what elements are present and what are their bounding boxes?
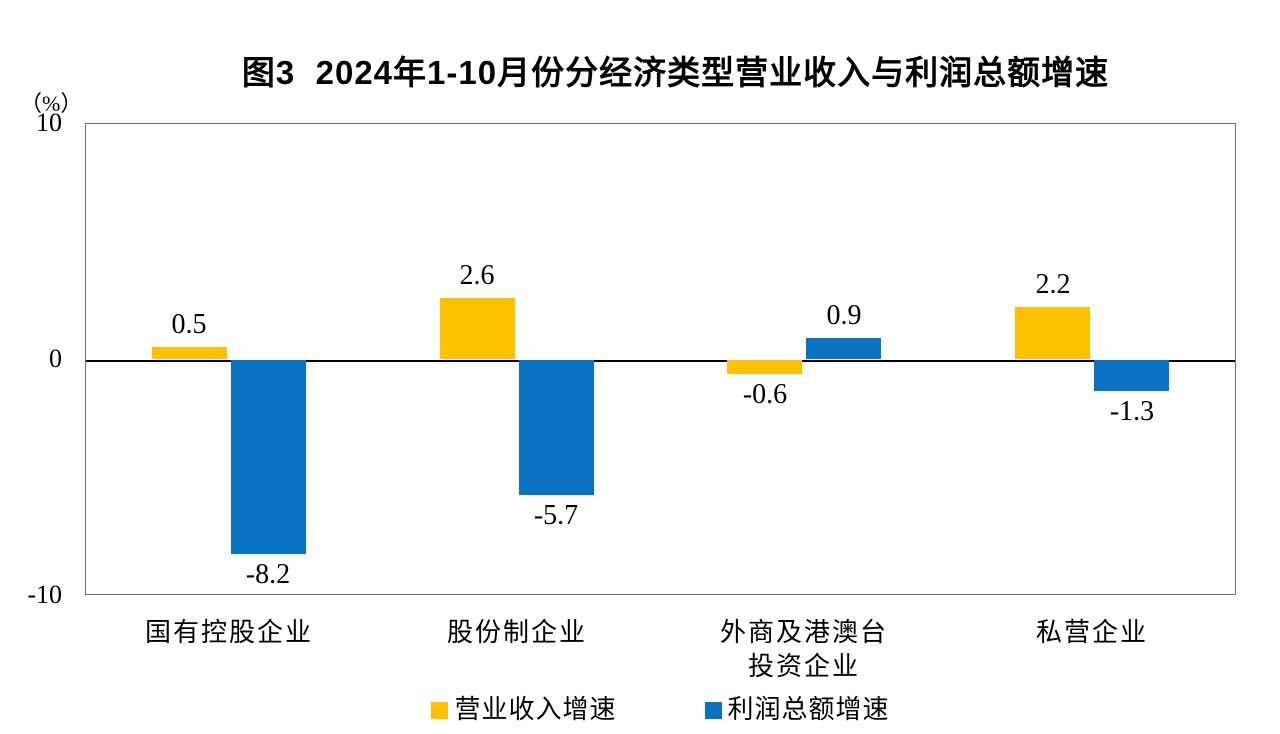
legend-item-series-1: 营业收入增速 xyxy=(431,695,616,725)
bar-value-label: 2.6 xyxy=(459,260,495,291)
bar-value-label: -8.2 xyxy=(245,559,291,590)
bar-series-1-cat-4 xyxy=(1015,307,1090,359)
bar-series-1-cat-2 xyxy=(440,298,515,359)
bar-value-label: 0.9 xyxy=(826,300,862,331)
legend-swatch-icon xyxy=(431,701,449,719)
bar-value-label: 2.2 xyxy=(1035,269,1071,300)
legend-item-series-2: 利润总额增速 xyxy=(704,695,890,725)
y-tick-label: 0 xyxy=(49,344,62,373)
bar-series-2-cat-2 xyxy=(519,360,594,495)
bar-value-label: -0.6 xyxy=(742,379,788,410)
y-tick-label: 10 xyxy=(36,108,62,137)
zero-axis-line xyxy=(86,360,1235,362)
bar-series-2-cat-4 xyxy=(1094,360,1169,391)
category-label: 国有控股企业 xyxy=(144,618,313,647)
category-label: 私营企业 xyxy=(1035,618,1148,647)
bar-value-label: -1.3 xyxy=(1109,396,1155,427)
chart-title: 图3 2024年1-10月份分经济类型营业收入与利润总额增速 xyxy=(241,54,1110,91)
bar-series-2-cat-1 xyxy=(231,360,306,554)
legend-swatch-icon xyxy=(704,701,722,719)
bar-series-1-cat-1 xyxy=(152,347,227,359)
y-tick-label: -10 xyxy=(27,580,62,609)
bar-series-1-cat-3 xyxy=(727,360,802,374)
legend-label: 利润总额增速 xyxy=(727,695,890,724)
bar-value-label: -5.7 xyxy=(533,500,579,531)
legend-label: 营业收入增速 xyxy=(454,695,617,724)
category-label: 外商及港澳台 投资企业 xyxy=(719,618,888,681)
legend: 营业收入增速 利润总额增速 xyxy=(85,692,1236,728)
bar-value-label: 0.5 xyxy=(171,309,207,340)
y-axis-unit-label: （%） xyxy=(20,91,83,116)
bar-series-2-cat-3 xyxy=(806,338,881,359)
category-label: 股份制企业 xyxy=(446,618,587,647)
